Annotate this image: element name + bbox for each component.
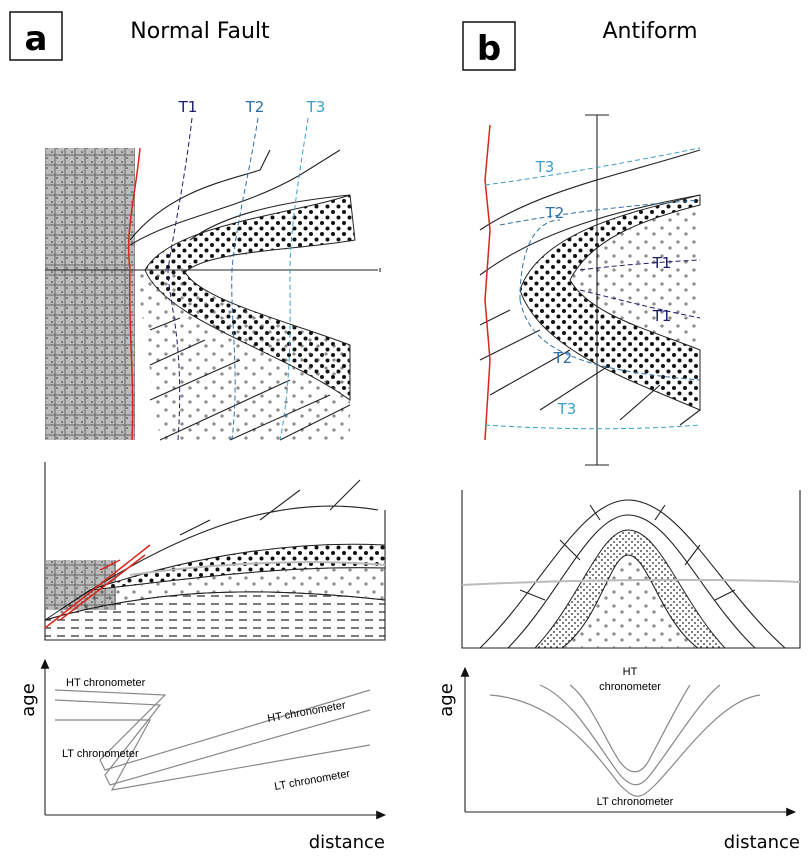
curve-label: LT chronometer bbox=[62, 748, 139, 760]
x-axis-label: distance bbox=[724, 832, 800, 853]
label-box bbox=[462, 21, 516, 71]
isochron-t2 bbox=[499, 199, 701, 381]
curve-label: HT chronometer bbox=[66, 677, 146, 689]
panel-title: Normal Fault bbox=[130, 19, 270, 44]
map-label: T1 bbox=[652, 254, 672, 272]
age-curves bbox=[489, 684, 761, 797]
label-box bbox=[9, 11, 63, 61]
isochron-t2 bbox=[231, 117, 259, 441]
curve-label: LT chronometer bbox=[597, 796, 674, 808]
map-label: T2 bbox=[245, 98, 265, 116]
isochron-t3 bbox=[279, 117, 309, 441]
y-axis-label: age bbox=[436, 683, 457, 717]
hanging-block bbox=[45, 148, 135, 440]
panel-label: a bbox=[25, 19, 48, 59]
map-label: T2 bbox=[553, 349, 573, 367]
strata-lines bbox=[479, 149, 701, 426]
isochron-t1 bbox=[579, 259, 701, 319]
x-axis-label: distance bbox=[309, 832, 385, 853]
core-layer bbox=[140, 240, 355, 440]
fault-trace bbox=[127, 147, 141, 441]
y-axis-label: age bbox=[18, 683, 39, 717]
isochron-t1 bbox=[167, 117, 193, 441]
isochron-t3 bbox=[484, 147, 701, 430]
section-line bbox=[585, 114, 609, 466]
fault-trace bbox=[44, 544, 151, 629]
map-label: T1 bbox=[178, 98, 198, 116]
map-label: T3 bbox=[557, 400, 577, 418]
fault-trace bbox=[484, 124, 491, 441]
panel-title: Antiform bbox=[602, 19, 697, 44]
strata-lines bbox=[59, 479, 379, 611]
core-layer bbox=[570, 205, 700, 350]
dotted-layer bbox=[89, 543, 386, 591]
map-label: T1 bbox=[652, 307, 672, 325]
map-label: T3 bbox=[535, 158, 555, 176]
curve-label: HT chronometer bbox=[266, 699, 346, 725]
curve-label: chronometer bbox=[599, 681, 661, 693]
panel-label: b bbox=[477, 29, 501, 69]
age-curves bbox=[54, 689, 371, 791]
dotted-layer bbox=[533, 529, 727, 649]
strata-lines bbox=[479, 499, 786, 649]
map-label: T2 bbox=[545, 204, 565, 222]
curve-label: LT chronometer bbox=[273, 768, 351, 793]
unconformity bbox=[129, 561, 386, 576]
unconformity bbox=[461, 578, 801, 586]
strata-lines bbox=[129, 149, 351, 441]
map-label: T3 bbox=[306, 98, 326, 116]
curve-label: HT bbox=[623, 666, 638, 678]
